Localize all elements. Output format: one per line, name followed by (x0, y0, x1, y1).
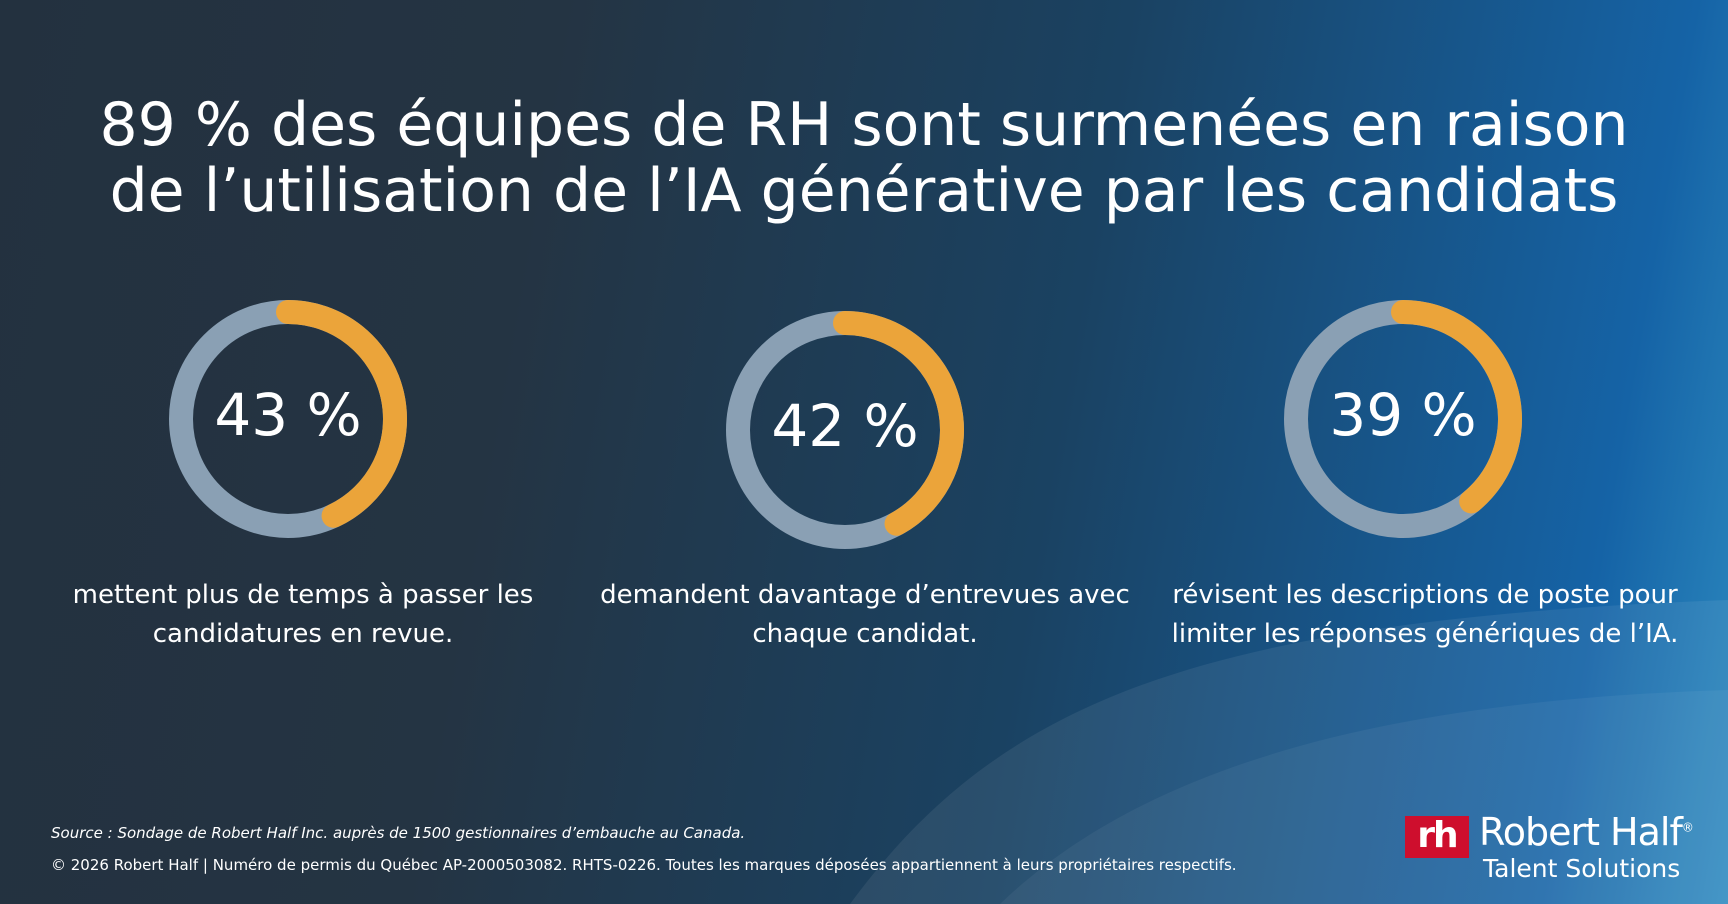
donut-value-arc (833, 311, 964, 536)
percentage-label: 39 % (1329, 381, 1477, 449)
stat-description: mettent plus de temps à passer les candid… (23, 576, 583, 654)
description-line: candidatures en revue. (152, 619, 454, 649)
donut-value-arc (1391, 300, 1522, 514)
description-line: mettent plus de temps à passer les (72, 580, 534, 610)
donut-chart-3 (1284, 300, 1522, 538)
stat-description: demandent davantage d’entrevues avec chaq… (585, 576, 1145, 654)
description-line: limiter les réponses génériques de l’IA. (1171, 619, 1679, 649)
donut-value-arc (276, 300, 407, 528)
title-line-1: 89 % des équipes de RH sont surmenées en… (99, 90, 1629, 160)
donut-chart-1 (169, 300, 407, 538)
logo-name: Robert Half® (1479, 810, 1694, 854)
description-line: chaque candidat. (752, 619, 978, 649)
description-line: révisent les descriptions de poste pour (1172, 580, 1678, 610)
source-note: Source : Sondage de Robert Half Inc. aup… (51, 824, 746, 842)
description-line: demandent davantage d’entrevues avec (600, 580, 1130, 610)
logo-mark: rh (1405, 816, 1469, 858)
percentage-label: 43 % (214, 381, 362, 449)
page-title: 89 % des équipes de RH sont surmenées en… (0, 92, 1728, 224)
stat-description: révisent les descriptions de poste pour l… (1145, 576, 1705, 654)
robert-half-logo: rh Robert Half® Talent Solutions (1405, 810, 1715, 884)
donut-chart-2 (726, 311, 964, 549)
percentage-label: 42 % (771, 392, 919, 460)
logo-subtitle: Talent Solutions (1483, 854, 1681, 883)
copyright-note: © 2026 Robert Half | Numéro de permis du… (51, 856, 1237, 874)
title-line-2: de l’utilisation de l’IA générative par … (109, 156, 1619, 226)
